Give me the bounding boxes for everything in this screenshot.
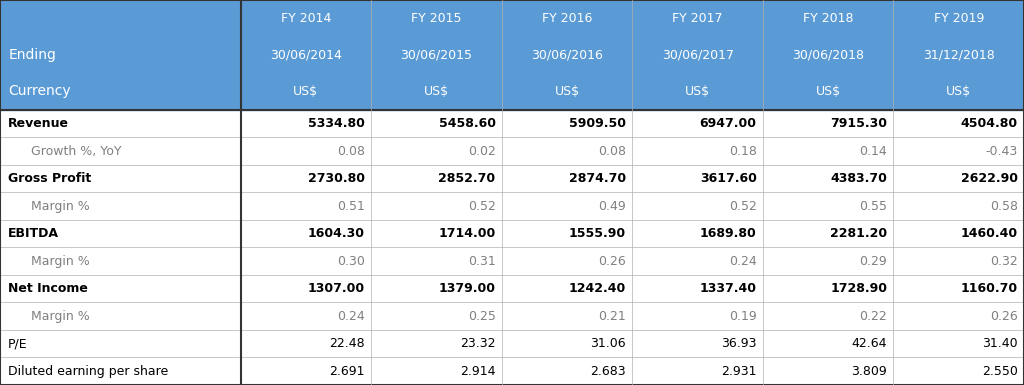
Text: 1460.40: 1460.40 [961,227,1018,240]
Text: 7915.30: 7915.30 [830,117,887,130]
Text: 31.06: 31.06 [591,337,626,350]
Text: Currency: Currency [8,84,71,99]
Text: -0.43: -0.43 [986,144,1018,157]
Text: 2.931: 2.931 [721,365,757,378]
Text: US$: US$ [815,85,841,98]
Text: 2.683: 2.683 [591,365,626,378]
Text: 0.32: 0.32 [990,254,1018,268]
Text: 3617.60: 3617.60 [699,172,757,185]
Text: FY 2014: FY 2014 [281,12,331,25]
Text: 0.08: 0.08 [598,144,626,157]
Text: 6947.00: 6947.00 [699,117,757,130]
Text: 0.08: 0.08 [337,144,365,157]
Text: Revenue: Revenue [8,117,70,130]
Text: 2.550: 2.550 [982,365,1018,378]
Text: 0.14: 0.14 [859,144,887,157]
Text: 1337.40: 1337.40 [699,282,757,295]
Text: 31.40: 31.40 [982,337,1018,350]
Text: 1160.70: 1160.70 [961,282,1018,295]
Text: 0.19: 0.19 [729,310,757,323]
Text: 4504.80: 4504.80 [961,117,1018,130]
Text: 31/12/2018: 31/12/2018 [923,49,994,61]
Text: 0.31: 0.31 [468,254,496,268]
Text: FY 2015: FY 2015 [412,12,462,25]
Text: 0.26: 0.26 [598,254,626,268]
Text: 0.26: 0.26 [990,310,1018,323]
Text: 5458.60: 5458.60 [438,117,496,130]
Text: US$: US$ [685,85,711,98]
Text: 30/06/2017: 30/06/2017 [662,49,733,61]
Text: 36.93: 36.93 [721,337,757,350]
Text: 2730.80: 2730.80 [308,172,365,185]
Text: Growth %, YoY: Growth %, YoY [31,144,121,157]
Text: 5909.50: 5909.50 [569,117,626,130]
Text: 1242.40: 1242.40 [569,282,626,295]
Text: FY 2018: FY 2018 [803,12,853,25]
Text: 1714.00: 1714.00 [438,227,496,240]
Text: 2.691: 2.691 [330,365,365,378]
Text: 2874.70: 2874.70 [569,172,626,185]
Text: US$: US$ [424,85,450,98]
Text: 1604.30: 1604.30 [308,227,365,240]
Text: 2.914: 2.914 [460,365,496,378]
Text: 30/06/2014: 30/06/2014 [270,49,342,61]
Text: Margin %: Margin % [31,254,89,268]
Text: 0.52: 0.52 [468,199,496,213]
Text: 23.32: 23.32 [460,337,496,350]
Text: 4383.70: 4383.70 [830,172,887,185]
Text: 0.25: 0.25 [468,310,496,323]
Text: 0.24: 0.24 [729,254,757,268]
Text: 2852.70: 2852.70 [438,172,496,185]
Text: 5334.80: 5334.80 [308,117,365,130]
Text: Diluted earning per share: Diluted earning per share [8,365,168,378]
Text: 0.51: 0.51 [337,199,365,213]
Text: FY 2017: FY 2017 [673,12,723,25]
Text: 1379.00: 1379.00 [438,282,496,295]
Text: FY 2016: FY 2016 [542,12,592,25]
Bar [0,0,1024,110]
Text: 30/06/2015: 30/06/2015 [400,49,472,61]
Text: 1689.80: 1689.80 [700,227,757,240]
Text: 22.48: 22.48 [330,337,365,350]
Text: Margin %: Margin % [31,199,89,213]
Text: P/E: P/E [8,337,28,350]
Text: 2281.20: 2281.20 [830,227,887,240]
Text: 0.24: 0.24 [337,310,365,323]
Text: 3.809: 3.809 [852,365,887,378]
Text: 0.55: 0.55 [859,199,887,213]
Text: 1555.90: 1555.90 [569,227,626,240]
Text: Margin %: Margin % [31,310,89,323]
Text: 0.22: 0.22 [859,310,887,323]
Text: 0.49: 0.49 [598,199,626,213]
Text: 0.52: 0.52 [729,199,757,213]
Text: 0.21: 0.21 [598,310,626,323]
Text: Ending: Ending [8,48,56,62]
Text: Gross Profit: Gross Profit [8,172,91,185]
Text: 2622.90: 2622.90 [961,172,1018,185]
Text: 1728.90: 1728.90 [830,282,887,295]
Text: US$: US$ [293,85,318,98]
Text: Net Income: Net Income [8,282,88,295]
Text: 0.29: 0.29 [859,254,887,268]
Text: 0.18: 0.18 [729,144,757,157]
Text: EBITDA: EBITDA [8,227,59,240]
Text: FY 2019: FY 2019 [934,12,984,25]
Text: 1307.00: 1307.00 [308,282,365,295]
Text: 0.02: 0.02 [468,144,496,157]
Text: 30/06/2016: 30/06/2016 [531,49,603,61]
Text: 30/06/2018: 30/06/2018 [793,49,864,61]
Text: 0.58: 0.58 [990,199,1018,213]
Text: US$: US$ [554,85,580,98]
Text: 0.30: 0.30 [337,254,365,268]
Text: 42.64: 42.64 [852,337,887,350]
Text: US$: US$ [946,85,972,98]
